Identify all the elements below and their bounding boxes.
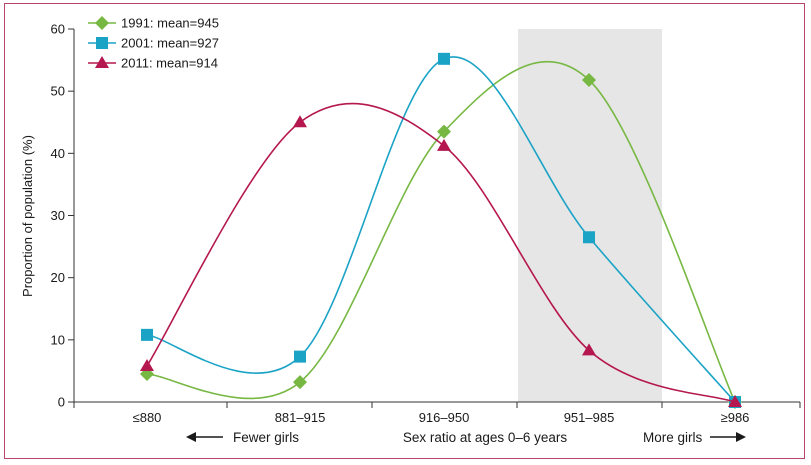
data-point [582,72,596,87]
y-tick-label: 60 [51,22,65,37]
y-ticks: 0 10 20 30 40 50 60 [51,22,74,410]
x-axis-right-label: More girls [643,430,703,445]
x-axis-caption: Fewer girls Sex ratio at ages 0–6 years … [186,430,746,445]
legend-marker [95,16,109,30]
y-axis-label: Proportion of population (%) [20,135,35,297]
figure-frame: 0 10 20 30 40 50 60 ≤880 881–915 916–950 951–985 ≥… [4,3,805,459]
legend-item: 2001: mean=927 [88,36,219,51]
right-arrow-icon [710,432,746,442]
highlight-band-layer [518,29,662,402]
series-layer [140,52,742,409]
highlight-band [518,29,662,402]
y-tick-label: 40 [51,146,65,161]
data-point [140,358,154,371]
y-tick-label: 20 [51,270,65,285]
data-point [141,328,153,341]
x-tick-label: ≤880 [133,410,162,425]
data-point [437,138,451,151]
legend-item: 2011: mean=914 [88,56,218,71]
y-tick-label: 50 [51,84,65,99]
x-tick-label: 951–985 [564,410,615,425]
legend-marker [95,56,109,68]
legend-item: 1991: mean=945 [88,16,219,31]
data-point [293,375,307,390]
y-tick-label: 0 [58,395,65,410]
legend-label: 2001: mean=927 [121,36,219,51]
data-point [294,350,306,363]
y-tick-label: 30 [51,208,65,223]
data-point [728,395,742,407]
x-tick-label: 881–915 [275,410,326,425]
x-tick-label: ≥986 [721,410,750,425]
axes [73,29,800,403]
legend-marker [96,37,108,49]
x-axis-label: Sex ratio at ages 0–6 years [403,430,568,445]
legend-label: 2011: mean=914 [121,56,218,71]
x-tick-label: 916–950 [419,410,470,425]
x-ticks: ≤880 881–915 916–950 951–985 ≥986 [73,402,801,425]
line-chart: 0 10 20 30 40 50 60 ≤880 881–915 916–950 951–985 ≥… [20,16,801,445]
legend-label: 1991: mean=945 [121,16,219,31]
data-point [293,115,307,128]
data-point [438,52,450,65]
left-arrow-icon [186,432,223,442]
data-point [437,124,451,139]
data-point [582,343,596,356]
data-point [583,231,595,244]
series-3 [140,102,742,407]
series-2 [141,52,741,408]
legend: 1991: mean=945 2001: mean=927 2011: mean=9… [88,16,219,71]
y-tick-label: 10 [51,332,65,347]
x-axis-left-label: Fewer girls [233,430,299,445]
